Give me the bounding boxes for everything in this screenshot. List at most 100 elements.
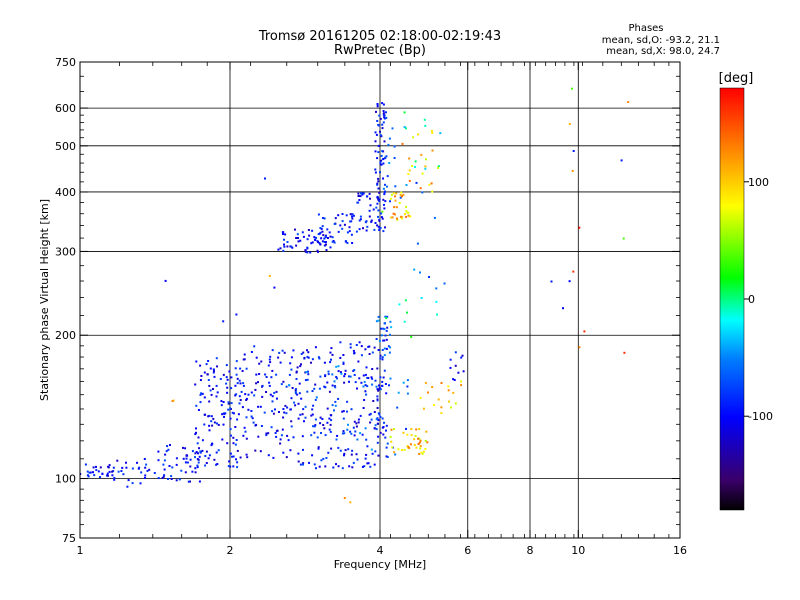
data-point (392, 192, 395, 195)
data-point (323, 385, 326, 388)
data-point (259, 405, 262, 408)
data-point (200, 375, 203, 377)
data-point (212, 371, 215, 374)
data-point (195, 431, 197, 434)
colorbar-tick-label: 0 (748, 293, 755, 306)
data-point (321, 418, 324, 420)
data-point (306, 378, 309, 381)
data-point (279, 442, 282, 445)
data-point (332, 466, 335, 469)
data-point (383, 354, 386, 357)
data-point (245, 437, 248, 440)
data-point (265, 432, 268, 435)
data-point (383, 328, 386, 331)
data-point (386, 456, 389, 458)
data-point (410, 335, 413, 338)
data-point (425, 158, 427, 161)
data-point (290, 420, 293, 423)
data-point (320, 227, 323, 230)
data-point (203, 371, 206, 374)
data-point (170, 478, 173, 480)
data-point (406, 385, 409, 388)
data-point (101, 472, 104, 475)
data-point (277, 248, 280, 251)
data-point (168, 465, 171, 467)
data-point (204, 464, 207, 467)
data-point (284, 233, 287, 236)
data-point (378, 340, 381, 342)
data-point (314, 418, 317, 421)
data-point (280, 434, 283, 437)
data-point (325, 243, 327, 246)
data-point (380, 212, 383, 215)
data-point (175, 457, 178, 460)
data-point (339, 371, 342, 374)
data-point (381, 417, 384, 420)
data-point (382, 103, 385, 106)
data-point (318, 242, 321, 244)
data-point (386, 185, 388, 188)
data-point (294, 392, 297, 395)
data-point (321, 225, 324, 228)
data-point (343, 375, 346, 378)
data-point (378, 218, 381, 221)
data-point (222, 423, 225, 426)
data-point (418, 428, 421, 430)
data-point (447, 385, 450, 388)
data-point (383, 369, 386, 372)
data-point (207, 457, 210, 460)
data-point (389, 377, 392, 380)
data-point (217, 423, 220, 426)
data-point (299, 463, 302, 466)
data-point (393, 428, 395, 431)
data-point (199, 379, 202, 381)
data-point (275, 373, 278, 376)
data-point (375, 110, 377, 113)
data-point (373, 411, 376, 413)
data-point (251, 417, 254, 420)
data-point (213, 458, 216, 461)
data-point (317, 241, 320, 244)
data-point (239, 367, 242, 370)
data-point (277, 356, 280, 359)
data-point (310, 361, 312, 364)
data-point (195, 360, 198, 363)
data-point (384, 334, 387, 337)
data-point (290, 368, 293, 371)
data-point (440, 411, 443, 414)
data-point (121, 466, 124, 469)
data-point (324, 434, 327, 437)
data-point (384, 200, 387, 203)
data-point (97, 470, 100, 473)
data-point (430, 182, 433, 185)
data-point (375, 428, 378, 431)
data-point (380, 159, 383, 162)
data-point (314, 383, 317, 386)
data-point (363, 380, 366, 383)
x-tick-label: 6 (464, 544, 471, 557)
data-point (245, 367, 248, 370)
data-point (203, 396, 206, 399)
data-point (290, 397, 293, 400)
data-point (414, 166, 416, 168)
data-point (314, 424, 317, 427)
data-point (254, 449, 257, 452)
data-point (376, 395, 379, 398)
data-point (350, 432, 353, 435)
x-tick-label: 8 (527, 544, 534, 557)
data-point (379, 226, 382, 229)
data-point (393, 206, 396, 209)
data-point (282, 249, 285, 252)
data-point (245, 397, 248, 400)
data-point (310, 242, 313, 245)
data-point (326, 407, 329, 410)
data-point (313, 387, 316, 390)
data-point (267, 432, 270, 435)
data-point (363, 465, 366, 468)
data-point (201, 439, 204, 442)
data-point (382, 339, 385, 342)
data-point (182, 446, 184, 449)
data-point (288, 373, 291, 376)
data-point (198, 480, 201, 483)
data-point (410, 428, 413, 430)
